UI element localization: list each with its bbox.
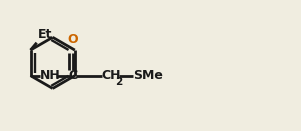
Text: 2: 2: [115, 77, 123, 87]
Text: O: O: [67, 32, 78, 46]
Text: C: C: [68, 69, 77, 82]
Text: SMe: SMe: [133, 69, 163, 82]
Text: Et: Et: [38, 28, 53, 41]
Text: CH: CH: [102, 69, 121, 82]
Text: NH: NH: [40, 69, 61, 82]
